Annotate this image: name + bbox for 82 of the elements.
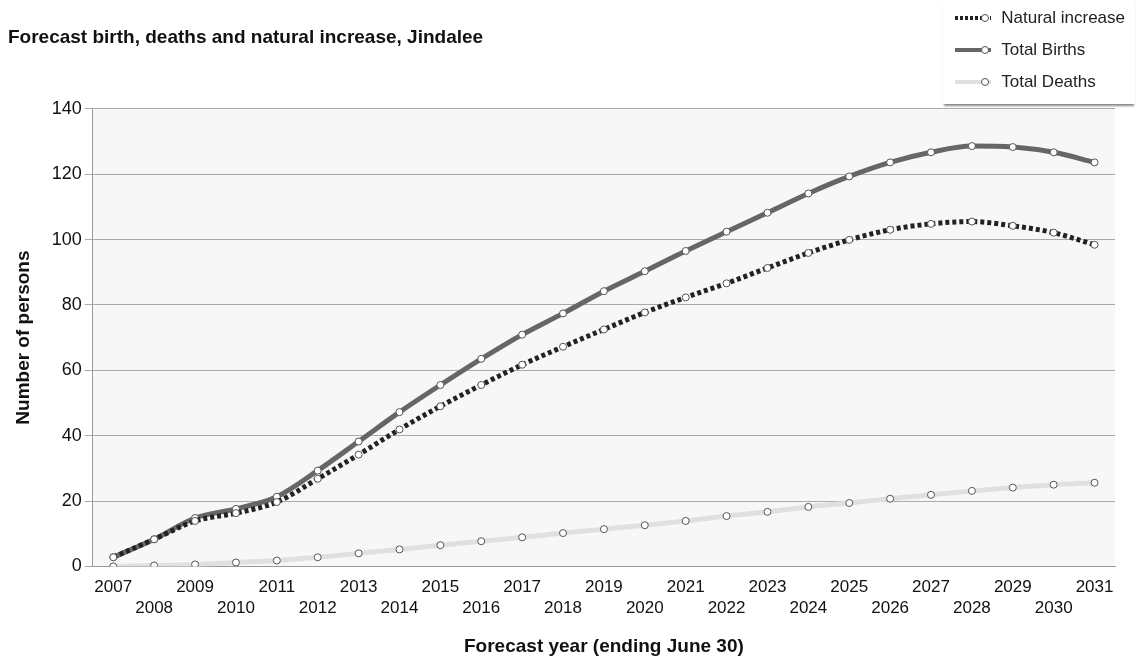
point (559, 529, 568, 538)
x-tick-label: 2017 (503, 577, 542, 597)
point (191, 560, 200, 567)
point (722, 512, 731, 521)
x-tick-label: 2018 (544, 597, 582, 617)
point (395, 545, 404, 554)
point (681, 516, 690, 525)
x-tick-label: 2013 (339, 577, 378, 597)
x-tick-label: 2023 (748, 577, 787, 597)
y-tick-label: 20 (61, 490, 82, 510)
point (845, 498, 854, 507)
point (313, 553, 322, 562)
y-tick-label: 140 (51, 97, 82, 118)
point (886, 158, 895, 167)
point (763, 507, 772, 516)
point (927, 490, 936, 499)
point (354, 437, 363, 446)
x-tick-label: 2019 (585, 577, 623, 597)
y-axis-title: Number of persons (11, 250, 33, 425)
point (640, 267, 649, 276)
y-tick-label: 120 (51, 163, 82, 184)
point (559, 309, 568, 318)
y-tick-label: 100 (51, 228, 82, 249)
x-tick-label: 2007 (94, 577, 133, 597)
x-tick-label: 2020 (625, 597, 664, 617)
point (967, 486, 976, 495)
point (231, 558, 240, 567)
x-tick-label: 2024 (789, 597, 828, 617)
x-tick-label: 2014 (380, 597, 419, 617)
x-axis-title: Forecast year (ending June 30) (464, 634, 744, 656)
x-tick-label: 2009 (176, 577, 214, 597)
legend-label: Total Deaths (1001, 72, 1096, 92)
point (518, 533, 527, 542)
legend-label: Total Births (1001, 40, 1086, 60)
point (477, 354, 486, 363)
point (1008, 143, 1017, 152)
point (886, 494, 895, 503)
point (967, 142, 976, 151)
x-tick-label: 2025 (830, 577, 869, 597)
chart-title: Forecast birth, deaths and natural increase, Jindalee (8, 25, 484, 47)
x-tick-label: 2011 (258, 577, 296, 597)
point (1090, 478, 1099, 487)
y-tick-label: 40 (61, 424, 82, 445)
x-tick-label: 2015 (421, 577, 460, 597)
point (681, 246, 690, 255)
x-tick-label: 2026 (871, 597, 910, 617)
point (640, 521, 649, 530)
point (518, 330, 527, 339)
x-tick-label: 2016 (462, 597, 501, 617)
point (395, 408, 404, 417)
x-tick-label: 2022 (707, 597, 746, 617)
y-tick-label: 80 (61, 293, 82, 314)
point (477, 537, 486, 546)
point (722, 227, 731, 236)
point (313, 466, 322, 475)
x-tick-label: 2010 (217, 597, 255, 617)
x-tick-label: 2021 (666, 577, 705, 597)
x-tick-label: 2030 (1034, 597, 1073, 617)
y-tick-label: 0 (71, 555, 82, 576)
point (804, 189, 813, 198)
x-tick-label: 2028 (952, 597, 991, 617)
x-tick-label: 2029 (993, 577, 1032, 597)
x-tick-label: 2031 (1075, 577, 1114, 597)
legend-label: Natural increase (1001, 8, 1125, 28)
point (927, 148, 936, 157)
point (1049, 480, 1058, 489)
point (1090, 158, 1099, 167)
point (599, 525, 608, 534)
point (1049, 148, 1058, 157)
x-tick-label: 2012 (298, 597, 337, 617)
point (599, 287, 608, 296)
x-tick-label: 2027 (912, 577, 950, 597)
point (354, 549, 363, 558)
x-tick-label: 2008 (135, 597, 174, 617)
y-tick-label: 60 (61, 359, 82, 380)
point (1008, 483, 1017, 492)
point (804, 502, 813, 511)
point (436, 380, 445, 389)
point (436, 541, 445, 550)
point (272, 556, 281, 565)
point (845, 172, 854, 181)
point (763, 208, 772, 217)
